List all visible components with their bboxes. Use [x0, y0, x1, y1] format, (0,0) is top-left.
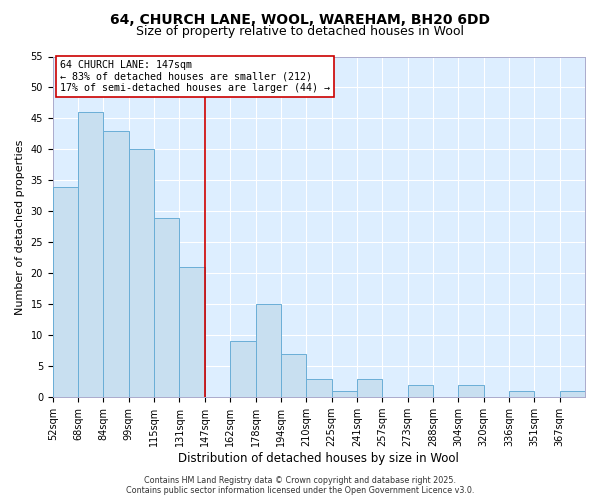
Text: 64 CHURCH LANE: 147sqm
← 83% of detached houses are smaller (212)
17% of semi-de: 64 CHURCH LANE: 147sqm ← 83% of detached… — [61, 60, 331, 93]
Bar — [256, 304, 281, 397]
Text: Contains HM Land Registry data © Crown copyright and database right 2025.
Contai: Contains HM Land Registry data © Crown c… — [126, 476, 474, 495]
Bar — [281, 354, 306, 397]
Bar — [458, 385, 484, 397]
Bar — [357, 378, 382, 397]
Bar — [509, 391, 535, 397]
Bar — [53, 186, 78, 397]
Text: Size of property relative to detached houses in Wool: Size of property relative to detached ho… — [136, 25, 464, 38]
Bar — [407, 385, 433, 397]
Bar — [103, 131, 129, 397]
Bar — [560, 391, 585, 397]
Bar — [154, 218, 179, 397]
Text: 64, CHURCH LANE, WOOL, WAREHAM, BH20 6DD: 64, CHURCH LANE, WOOL, WAREHAM, BH20 6DD — [110, 12, 490, 26]
Bar — [78, 112, 103, 397]
Bar — [179, 267, 205, 397]
Bar — [332, 391, 357, 397]
Bar — [306, 378, 332, 397]
Y-axis label: Number of detached properties: Number of detached properties — [15, 139, 25, 314]
Bar — [129, 150, 154, 397]
X-axis label: Distribution of detached houses by size in Wool: Distribution of detached houses by size … — [178, 452, 460, 465]
Bar — [230, 342, 256, 397]
